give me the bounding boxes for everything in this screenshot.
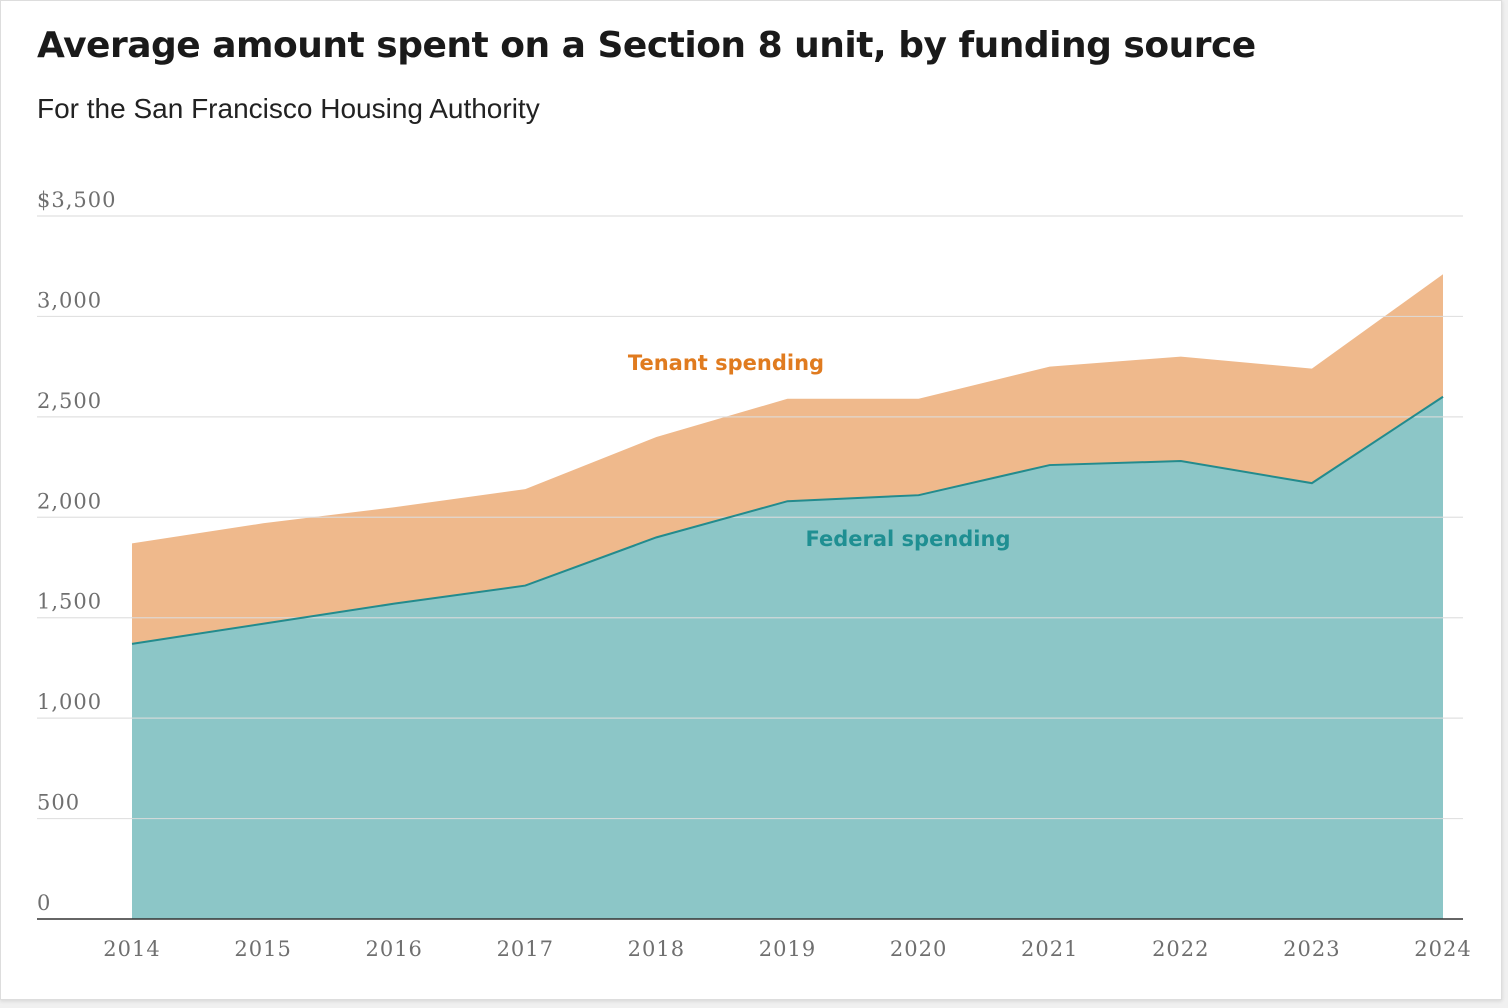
x-tick-label: 2022 [1152, 937, 1209, 961]
x-tick-label: 2014 [103, 937, 160, 961]
chart-subtitle: For the San Francisco Housing Authority [37, 93, 540, 124]
y-tick-label: 1,500 [37, 590, 102, 614]
x-tick-label: 2023 [1283, 937, 1340, 961]
x-tick-label: 2017 [497, 937, 554, 961]
x-tick-label: 2015 [234, 937, 291, 961]
x-tick-label: 2016 [365, 937, 422, 961]
area-series [37, 215, 1463, 919]
y-tick-label: 3,000 [37, 288, 102, 312]
tenant-spending-area [132, 274, 1443, 644]
y-tick-label: 2,500 [37, 389, 102, 413]
y-tick-label: $3,500 [37, 188, 116, 212]
labels: Tenant spending Federal spending [628, 351, 1011, 551]
axes: 0 500 1,000 1,500 2,000 2,500 3,000 $3,500 2014 2… [37, 188, 1471, 961]
x-tick-label: 2020 [890, 937, 947, 961]
tenant-spending-label: Tenant spending [628, 351, 824, 375]
federal-spending-area [132, 396, 1443, 919]
x-tick-label: 2024 [1414, 937, 1471, 961]
federal-spending-label: Federal spending [806, 527, 1011, 551]
y-tick-label: 2,000 [37, 489, 102, 513]
y-tick-label: 0 [37, 891, 51, 915]
y-tick-label: 500 [37, 791, 80, 815]
x-tick-label: 2021 [1021, 937, 1078, 961]
x-tick-label: 2019 [759, 937, 816, 961]
chart-title: Average amount spent on a Section 8 unit… [37, 25, 1256, 66]
y-tick-label: 1,000 [37, 690, 102, 714]
x-tick-label: 2018 [628, 937, 685, 961]
